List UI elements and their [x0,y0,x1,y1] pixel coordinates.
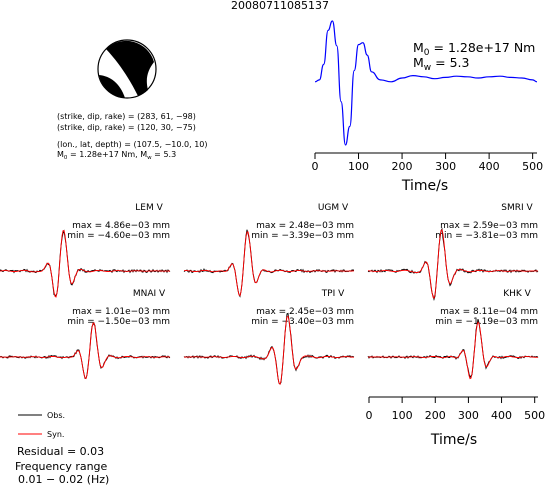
synthetic-trace [0,322,171,380]
beachball [97,39,157,99]
waveform-x-axis: 0 100 200 300 400 500 Time/s [366,396,545,448]
stf-tick-label: 500 [522,160,543,173]
station-name: LEM V [135,203,163,213]
station-name: MNAI V [133,289,166,299]
synthetic-trace [0,229,170,298]
station-max: max = 2.59e−03 mm [440,221,538,231]
stf-tick-label: 0 [312,160,319,173]
observed-trace [183,312,355,385]
plane1-text: (strike, dip, rake) = (283, 61, −98) [57,112,196,121]
waveform-tick-label: 100 [392,409,413,422]
station-min: min = −1.19e−03 mm [435,317,538,327]
synthetic-trace [183,231,354,297]
waveform-tick-label: 0 [366,409,373,422]
station-min: min = −1.50e−03 mm [67,317,170,327]
synthetic-trace [184,315,354,386]
station-min: min = −3.39e−03 mm [251,231,354,241]
station-min: min = −3.81e−03 mm [435,231,538,241]
waveform-tick-label: 500 [524,409,545,422]
observed-trace [183,229,355,298]
focal-mechanism-text: (strike, dip, rake) = (283, 61, −98) (st… [57,112,208,161]
station-name: KHK V [503,289,531,299]
stf-tick-label: 400 [479,160,500,173]
beachball-compressional-edge [99,75,125,98]
waveform-xlabel: Time/s [430,432,477,448]
moment-text: M0 = 1.28e+17 Nm, Mw = 5.3 [57,150,176,161]
stf-m0-label: M0 = 1.28e+17 Nm [413,40,535,58]
frequency-label: Frequency range [15,460,108,473]
page-title: 20080711085137 [231,0,329,12]
residual-text: Residual = 0.03 [17,445,104,458]
stf-tick-label: 200 [392,160,413,173]
waveform-tick-label: 300 [458,409,479,422]
station-max: max = 2.48e−03 mm [256,221,354,231]
location-text: (lon., lat, depth) = (107.5, −10.0, 10) [57,140,208,149]
waveform-tick-label: 400 [491,409,512,422]
beachball-compressional-quadrant [106,40,154,96]
synthetic-trace [367,229,538,299]
station-name: TPI V [321,289,345,299]
station-name: SMRI V [501,203,533,213]
station-max: max = 1.01e−03 mm [72,307,170,317]
plane2-text: (strike, dip, rake) = (120, 30, −75) [57,123,196,132]
waveform-ticks: 0 100 200 300 400 500 [366,397,545,422]
stf-panel: 0 100 200 300 400 500 Time/s M0 = 1.28e+17 Nm… [312,20,543,194]
station-max: max = 4.86e−03 mm [72,221,170,231]
stf-ticks: 0 100 200 300 400 500 [312,153,543,173]
observed-trace [0,322,171,379]
stf-xlabel: Time/s [401,178,448,194]
station-max: max = 8.11e−04 mm [440,307,538,317]
legend-syn-label: Syn. [47,430,64,439]
observed-trace [367,318,539,379]
waveform-tick-label: 200 [425,409,446,422]
legend-obs-label: Obs. [47,411,65,420]
legend: Obs. Syn. [18,411,65,439]
synthetic-trace [368,321,538,380]
station-min: min = −3.40e−03 mm [251,317,354,327]
station-max: max = 2.45e−03 mm [256,307,354,317]
station-min: min = −4.60e−03 mm [67,231,170,241]
frequency-range: 0.01 − 0.02 (Hz) [18,473,109,485]
stf-curve [314,20,538,146]
station-name: UGM V [318,203,349,213]
stf-mw-label: Mw = 5.3 [413,55,469,73]
stf-tick-label: 300 [435,160,456,173]
stf-tick-label: 100 [348,160,369,173]
